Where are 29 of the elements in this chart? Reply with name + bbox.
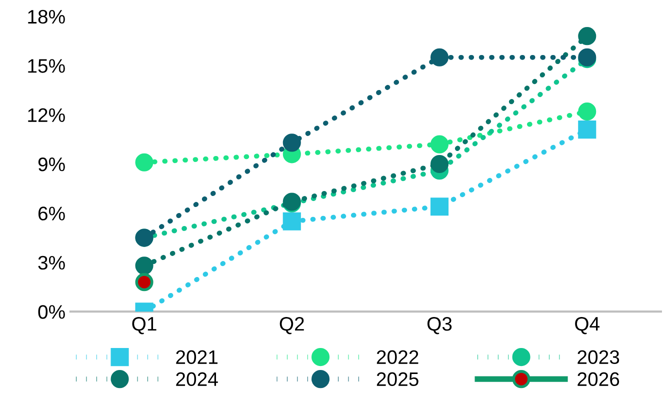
point <box>135 256 154 275</box>
point <box>578 27 596 46</box>
point <box>578 102 596 121</box>
point <box>282 212 301 230</box>
y-tick-label: 12% <box>28 108 65 122</box>
legend-label: 2021 <box>176 350 218 364</box>
point <box>135 273 154 292</box>
y-tick-label: 0% <box>38 305 65 319</box>
legend-label: 2025 <box>376 372 418 386</box>
x-tick-label: Q1 <box>132 316 156 334</box>
legend-label: 2024 <box>176 372 218 386</box>
point <box>578 120 596 139</box>
y-tick-label: 15% <box>28 59 65 73</box>
legend-label: 2022 <box>376 350 418 364</box>
point <box>430 135 449 154</box>
point <box>282 134 301 152</box>
legend-label: 2023 <box>578 350 620 364</box>
point <box>430 48 449 66</box>
legend-label: 2026 <box>578 372 620 386</box>
y-tick-label: 9% <box>38 157 65 172</box>
x-tick-label: Q4 <box>575 316 600 334</box>
y-tick-label: 6% <box>38 206 65 220</box>
y-tick-label: 3% <box>38 256 65 270</box>
y-tick-label: 18% <box>28 10 65 24</box>
point <box>430 154 449 174</box>
point <box>135 153 154 172</box>
x-tick-label: Q2 <box>280 316 304 334</box>
x-tick-label: Q3 <box>427 316 452 334</box>
point <box>430 198 449 216</box>
